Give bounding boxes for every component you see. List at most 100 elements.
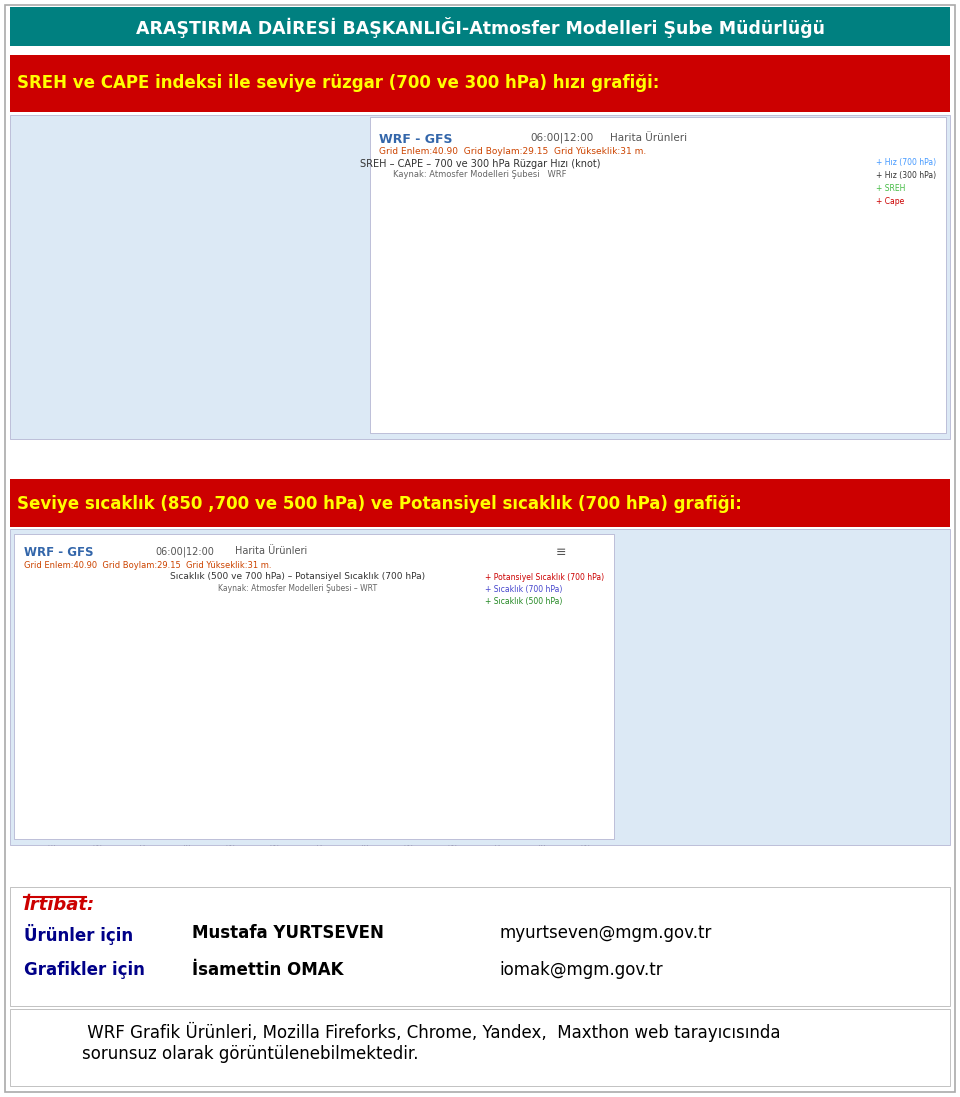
Bar [798, 265, 805, 420]
Text: grafiğin sağ ekseni üzerinde ki: grafiğin sağ ekseni üzerinde ki [638, 687, 886, 703]
Text: + Sıcaklık (700 hPa): + Sıcaklık (700 hPa) [485, 585, 563, 593]
Bar [443, 301, 450, 420]
Text: ile göstermektedir.: ile göstermektedir. [638, 792, 790, 807]
Bar [731, 296, 738, 420]
Bar [548, 292, 556, 420]
Text: + Hız (700 hPa): + Hız (700 hPa) [876, 158, 936, 167]
Text: 5. Eyl: 5. Eyl [72, 593, 93, 603]
Y-axis label: Rüzgar Hızı (knot): Rüzgar Hızı (knot) [890, 268, 899, 337]
Bar [644, 270, 652, 420]
Text: Grafikler için: Grafikler için [24, 961, 145, 979]
Text: WRF Grafik Ürünleri, Mozilla Fireforks, Chrome, Yandex,  Maxthon web tarayıcısın: WRF Grafik Ürünleri, Mozilla Fireforks, … [82, 1022, 780, 1063]
Bar [452, 308, 460, 420]
FancyBboxPatch shape [525, 257, 675, 336]
Text: ≡: ≡ [556, 546, 566, 559]
Text: SREH – CAPE – 700 ve 300 hPa Rüzgar Hızı (knot): SREH – CAPE – 700 ve 300 hPa Rüzgar Hızı… [360, 159, 600, 169]
Text: Sıcaklık (500 ve 700 hPa) – Potansiyel Sıcaklık (700 hPa): Sıcaklık (500 ve 700 hPa) – Potansiyel S… [170, 572, 425, 580]
Text: SREH ve CAPE indeksi ile seviye rüzgar (700 ve 300 hPa) hızı grafiği:: SREH ve CAPE indeksi ile seviye rüzgar (… [17, 73, 660, 92]
Text: İstanbul: İstanbul [22, 564, 51, 572]
Bar [788, 261, 796, 420]
Text: + Potansiyel Sıcaklık (700 hPa): + Potansiyel Sıcaklık (700 hPa) [485, 573, 604, 581]
Bar [635, 265, 642, 420]
Bar [491, 304, 498, 420]
Bar [404, 279, 412, 420]
Bar [807, 270, 815, 420]
Text: iomak@mgm.gov.tr: iomak@mgm.gov.tr [499, 961, 662, 979]
Text: 00:00: 00:00 [115, 542, 140, 551]
Bar [615, 257, 623, 420]
Text: 06:00|12:00: 06:00|12:00 [156, 546, 214, 557]
Bar [769, 261, 777, 420]
Text: “700 ve 300 hPa seviyesi rüzgar: “700 ve 300 hPa seviyesi rüzgar [29, 324, 288, 339]
Text: + Cape: + Cape [876, 197, 903, 206]
Text: eksende 850, 700 ve 500 hPa: eksende 850, 700 ve 500 hPa [638, 617, 876, 632]
Text: İrtibat:: İrtibat: [24, 896, 95, 914]
Bar [711, 306, 719, 420]
Text: 6. Eyl: 6. Eyl [250, 593, 271, 603]
Text: ekseninde “SREH” ve “CAPE”: ekseninde “SREH” ve “CAPE” [29, 235, 263, 249]
Text: + Sıcaklık (500 hPa): + Sıcaklık (500 hPa) [485, 597, 563, 606]
Y-axis label: Cape (j/kg): Cape (j/kg) [358, 281, 367, 324]
Text: 700 hPa “potansiyel sıcaklığının”: 700 hPa “potansiyel sıcaklığının” [638, 722, 901, 738]
Text: grid noktasının; grafiğin sol: grid noktasının; grafiğin sol [29, 190, 249, 205]
Bar [462, 310, 469, 420]
Bar [759, 268, 767, 420]
Text: WRF - GFS: WRF - GFS [379, 133, 453, 146]
Bar [692, 306, 700, 420]
Bar [779, 257, 786, 420]
Text: Ürünler için: Ürünler için [24, 924, 133, 945]
Bar [865, 324, 873, 420]
Text: 06:00|12:00: 06:00|12:00 [530, 133, 593, 144]
Text: 00:00: 00:00 [489, 127, 515, 136]
Text: 72 saatlik tahminini bir saat ara: 72 saatlik tahminini bir saat ara [638, 757, 896, 772]
Text: Grid Enlem:40.90  Grid Boylam:29.15  Grid Yükseklik:31 m.: Grid Enlem:40.90 Grid Boylam:29.15 Grid … [379, 147, 646, 156]
Bar [836, 296, 844, 420]
Text: NOT:: NOT: [19, 1055, 68, 1073]
Bar [414, 283, 421, 420]
Bar [721, 301, 729, 420]
Text: ● Hız (700 hPa):  2.51knot: ● Hız (700 hPa): 2.51knot [536, 278, 618, 283]
Text: Harita Ürünleri: Harita Ürünleri [610, 133, 686, 143]
Bar [673, 285, 681, 420]
Text: 7. Eyl: 7. Eyl [427, 593, 448, 603]
Bar [827, 285, 834, 420]
Text: Mustafa YURTSEVEN: Mustafa YURTSEVEN [192, 924, 384, 941]
Text: WRF - GFS: WRF - GFS [24, 546, 93, 559]
Bar [539, 301, 546, 420]
Text: Seviye sıcaklık (850 ,700 ve 500 hPa) ve Potansiyel sıcaklık (700 hPa) grafiği:: Seviye sıcaklık (850 ,700 ve 500 hPa) ve… [17, 495, 742, 513]
Text: + Hız (300 hPa): + Hız (300 hPa) [876, 171, 936, 180]
Bar [846, 308, 853, 420]
Text: İstanbul: İstanbul [380, 167, 411, 177]
Bar [817, 279, 825, 420]
Bar [519, 308, 527, 420]
Bar [596, 245, 604, 420]
Text: ● Sıcaklık (700 hPa):  6.1°C: ● Sıcaklık (700 hPa): 6.1°C [189, 683, 266, 689]
Text: Cumartesi, Eyl 6, 20:00: Cumartesi, Eyl 6, 20:00 [189, 647, 253, 653]
Bar [481, 301, 489, 420]
Y-axis label: Sıcaklık (500 hPa –
700 hPa) – °C: Sıcaklık (500 hPa – 700 hPa) – °C [15, 678, 30, 743]
Bar [395, 274, 402, 420]
Bar [587, 240, 594, 420]
Bar [529, 306, 537, 420]
Text: hızı” tahminini göstermektedir.: hızı” tahminini göstermektedir. [29, 369, 277, 384]
Text: Seçilen merkeze en yakın WRF: Seçilen merkeze en yakın WRF [638, 546, 886, 562]
Text: ● SREH:  4.4m2/s2: ● SREH: 4.4m2/s2 [536, 305, 595, 310]
Bar [558, 279, 565, 420]
Text: ● Sıcaklık (500 hPa):  -11.28°C: ● Sıcaklık (500 hPa): -11.28°C [189, 702, 275, 706]
Text: indeksi ile sağ eksen üzerinde: indeksi ile sağ eksen üzerinde [29, 279, 271, 295]
Text: ● Cape:  1,396.26j/kg: ● Cape: 1,396.26j/kg [536, 319, 604, 325]
Text: ARAŞTIRMA DAİRESİ BAŞKANLIĞI-Atmosfer Modelleri Şube Müdürlüğü: ARAŞTIRMA DAİRESİ BAŞKANLIĞI-Atmosfer Mo… [135, 18, 825, 38]
Text: Kaynak: Atmosfer Modelleri Şubesi   WRF: Kaynak: Atmosfer Modelleri Şubesi WRF [394, 170, 566, 179]
Text: ● Potansiyel Sıcaklık (700 hPa):  21.7°C: ● Potansiyel Sıcaklık (700 hPa): 21.7°C [189, 666, 299, 670]
Bar [471, 306, 479, 420]
Bar [433, 296, 441, 420]
Text: ● Hız (300 hPa):  24.55knot: ● Hız (300 hPa): 24.55knot [536, 292, 622, 296]
FancyBboxPatch shape [373, 163, 428, 180]
Text: “seviye sıcaklık” tahmini ile: “seviye sıcaklık” tahmini ile [638, 652, 862, 667]
Bar [683, 296, 690, 420]
Bar [740, 285, 748, 420]
FancyBboxPatch shape [16, 561, 66, 575]
Bar [855, 319, 863, 420]
Bar [606, 251, 613, 420]
Bar [625, 261, 633, 420]
